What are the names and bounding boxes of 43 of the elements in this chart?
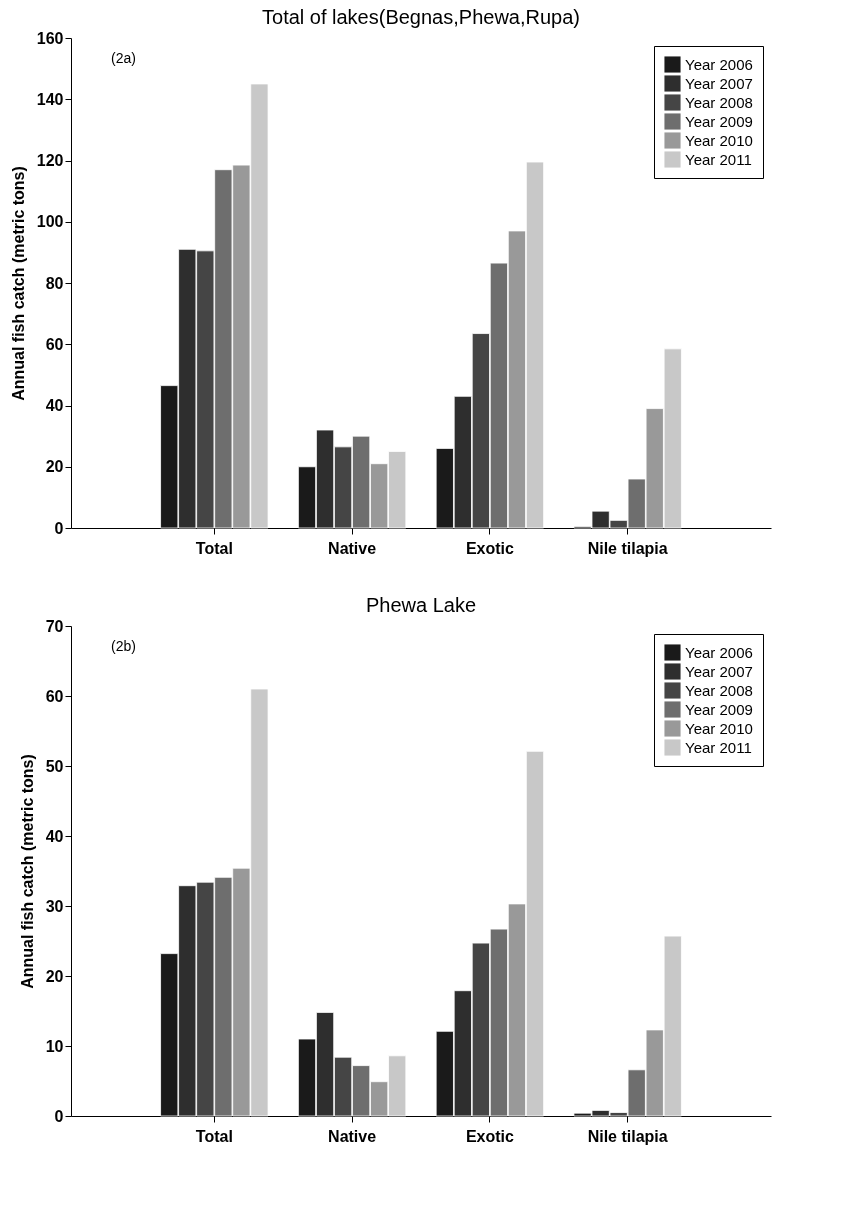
- x-tick-label: Exotic: [465, 539, 515, 557]
- y-tick-label: 30: [45, 897, 64, 915]
- y-tick-label: 80: [45, 274, 64, 292]
- x-tick-label: Total: [195, 1127, 233, 1145]
- y-axis-title: Annual fish catch (metric tons): [9, 166, 27, 401]
- legend-label: Year 2009: [685, 112, 753, 130]
- y-tick-label: 50: [45, 757, 64, 775]
- y-tick-label: 20: [45, 458, 64, 476]
- y-tick-label: 100: [36, 213, 64, 231]
- y-tick-label: 60: [45, 687, 64, 705]
- chart-title: Total of lakes(Begnas,Phewa,Rupa): [262, 6, 580, 28]
- legend-label: Year 2010: [685, 719, 753, 737]
- legend-label: Year 2009: [685, 700, 753, 718]
- legend-label: Year 2010: [685, 131, 753, 149]
- chart-title: Phewa Lake: [365, 594, 477, 616]
- y-tick-label: 0: [54, 519, 64, 537]
- x-tick-label: Total: [195, 539, 233, 557]
- x-tick-label: Nile tilapia: [587, 539, 668, 557]
- y-tick-label: 160: [36, 29, 64, 47]
- legend-label: Year 2006: [685, 55, 753, 73]
- annotation: (2b): [111, 638, 136, 654]
- x-tick-label: Nile tilapia: [587, 1127, 668, 1145]
- y-tick-label: 60: [45, 335, 64, 353]
- y-tick-label: 140: [36, 90, 64, 108]
- x-tick-label: Exotic: [465, 1127, 515, 1145]
- legend-label: Year 2008: [685, 93, 753, 111]
- y-tick-label: 40: [45, 397, 64, 414]
- x-tick-label: Native: [328, 539, 377, 557]
- y-tick-label: 0: [54, 1107, 64, 1125]
- y-tick-label: 40: [45, 827, 64, 845]
- legend-label: Year 2007: [685, 662, 753, 680]
- annotation: (2a): [111, 50, 136, 66]
- legend-label: Year 2011: [685, 738, 752, 756]
- y-tick-label: 20: [45, 967, 64, 985]
- y-tick-label: 10: [45, 1037, 64, 1055]
- y-tick-label: 120: [36, 152, 64, 169]
- x-tick-label: Native: [328, 1127, 377, 1145]
- y-axis-title: Annual fish catch (metric tons): [18, 754, 36, 989]
- y-tick-label: 70: [45, 617, 64, 635]
- legend-label: Year 2006: [685, 643, 753, 661]
- legend-label: Year 2011: [685, 150, 752, 168]
- legend-label: Year 2008: [685, 681, 753, 699]
- legend-label: Year 2007: [685, 74, 753, 92]
